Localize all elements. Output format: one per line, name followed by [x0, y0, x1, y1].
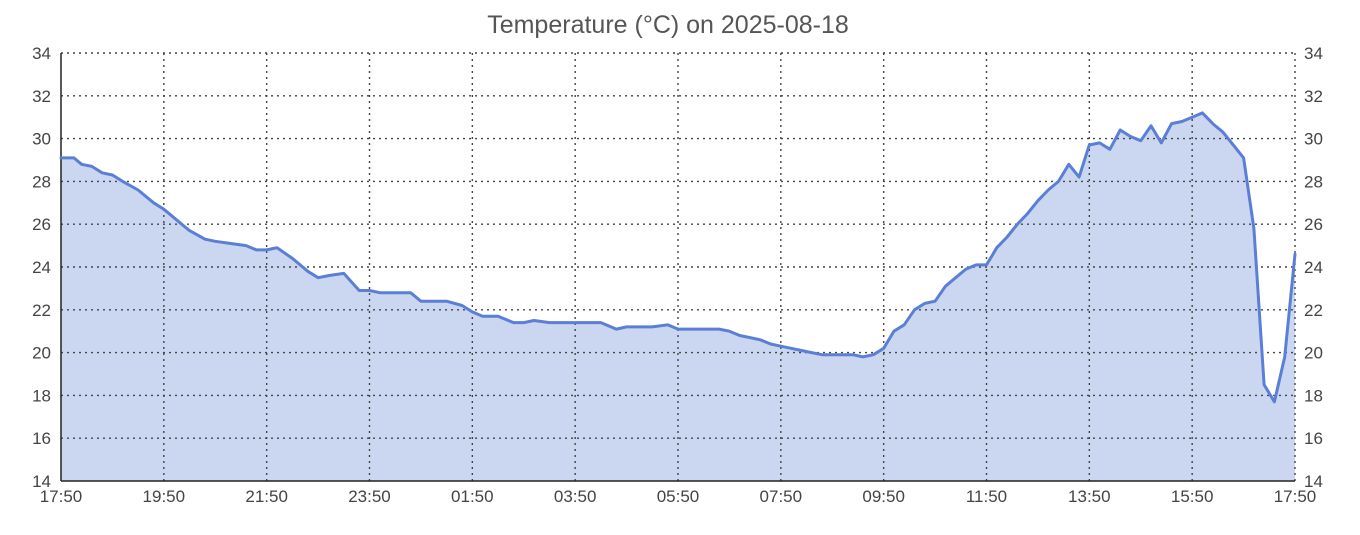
- y-tick-label-right: 16: [1304, 429, 1323, 448]
- y-tick-label-left: 28: [32, 172, 51, 191]
- x-tick-label: 11:50: [966, 487, 1007, 506]
- x-tick-label: 21:50: [245, 487, 288, 506]
- y-tick-label-right: 14: [1304, 472, 1323, 491]
- y-tick-label-left: 16: [32, 429, 51, 448]
- y-tick-label-right: 22: [1304, 301, 1323, 320]
- x-tick-label: 01:50: [451, 487, 494, 506]
- y-tick-label-right: 18: [1304, 386, 1323, 405]
- x-tick-label: 07:50: [760, 487, 803, 506]
- y-tick-label-right: 32: [1304, 87, 1323, 106]
- y-tick-label-left: 18: [32, 386, 51, 405]
- grid: [61, 52, 1296, 481]
- y-tick-label-right: 30: [1304, 130, 1323, 149]
- y-tick-label-left: 32: [32, 87, 51, 106]
- y-tick-label-right: 26: [1304, 215, 1323, 234]
- x-tick-label: 09:50: [862, 487, 905, 506]
- y-tick-label-left: 30: [32, 130, 51, 149]
- y-tick-label-right: 24: [1304, 258, 1323, 277]
- y-tick-label-left: 24: [32, 258, 51, 277]
- x-tick-label: 13:50: [1068, 487, 1111, 506]
- temperature-area-fill: [61, 112, 1295, 482]
- y-tick-label-left: 22: [32, 301, 51, 320]
- temperature-series-line: [59, 111, 1297, 404]
- x-tick-label: 03:50: [554, 487, 597, 506]
- y-tick-label-right: 34: [1304, 44, 1323, 63]
- y-tick-label-left: 14: [32, 472, 51, 491]
- y-tick-label-left: 34: [32, 44, 51, 63]
- y-tick-label-right: 20: [1304, 344, 1323, 363]
- x-tick-label: 23:50: [348, 487, 391, 506]
- x-tick-label: 19:50: [143, 487, 186, 506]
- chart-title: Temperature (°C) on 2025-08-18: [487, 11, 849, 39]
- y-tick-label-left: 26: [32, 215, 51, 234]
- x-tick-label: 17:50: [1274, 487, 1317, 506]
- y-tick-label-left: 20: [32, 344, 51, 363]
- x-tick-label: 05:50: [657, 487, 700, 506]
- x-tick-label: 17:50: [40, 487, 83, 506]
- y-tick-label-right: 28: [1304, 172, 1323, 191]
- x-tick-label: 15:50: [1171, 487, 1214, 506]
